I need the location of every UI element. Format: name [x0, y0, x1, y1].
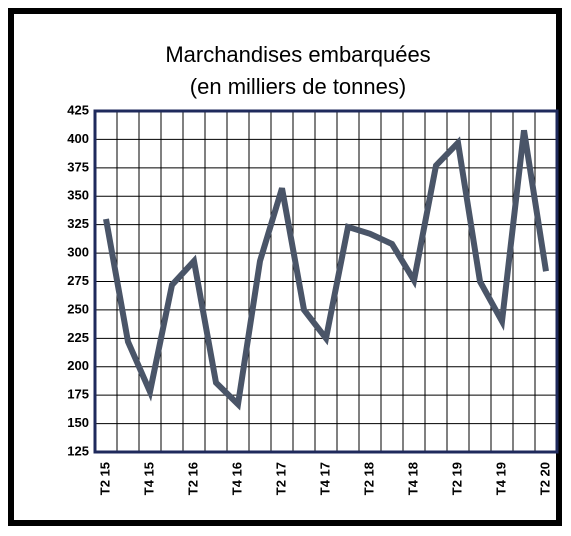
- y-tick-label: 225: [67, 330, 89, 345]
- x-tick-label: T2 16: [185, 462, 200, 495]
- x-tick-label: T2 19: [449, 462, 464, 495]
- x-tick-label: T2 18: [361, 462, 376, 495]
- x-tick-label: T2 17: [273, 462, 288, 495]
- y-tick-label: 300: [67, 245, 89, 260]
- y-tick-label: 350: [67, 188, 89, 203]
- x-tick-label: T4 15: [141, 462, 156, 495]
- x-tick-label: T4 18: [405, 462, 420, 495]
- x-tick-label: T2 20: [537, 462, 552, 495]
- x-tick-label: T4 17: [317, 462, 332, 495]
- x-tick-label: T4 16: [229, 462, 244, 495]
- y-tick-label: 175: [67, 387, 89, 402]
- y-tick-label: 125: [67, 443, 89, 458]
- chart-title: Marchandises embarquées: [165, 42, 430, 67]
- y-tick-label: 250: [67, 301, 89, 316]
- plot-border: [93, 109, 559, 454]
- y-tick-label: 275: [67, 273, 89, 288]
- frame: [8, 8, 562, 526]
- y-tick-label: 425: [67, 102, 89, 117]
- chart-subtitle: (en milliers de tonnes): [190, 74, 406, 99]
- y-tick-label: 150: [67, 415, 89, 430]
- line-series: [103, 129, 549, 411]
- y-tick-label: 375: [67, 159, 89, 174]
- y-tick-label: 325: [67, 216, 89, 231]
- y-tick-label: 200: [67, 358, 89, 373]
- y-tick-label: 400: [67, 131, 89, 146]
- x-tick-label: T4 19: [493, 462, 508, 495]
- x-tick-label: T2 15: [97, 462, 112, 495]
